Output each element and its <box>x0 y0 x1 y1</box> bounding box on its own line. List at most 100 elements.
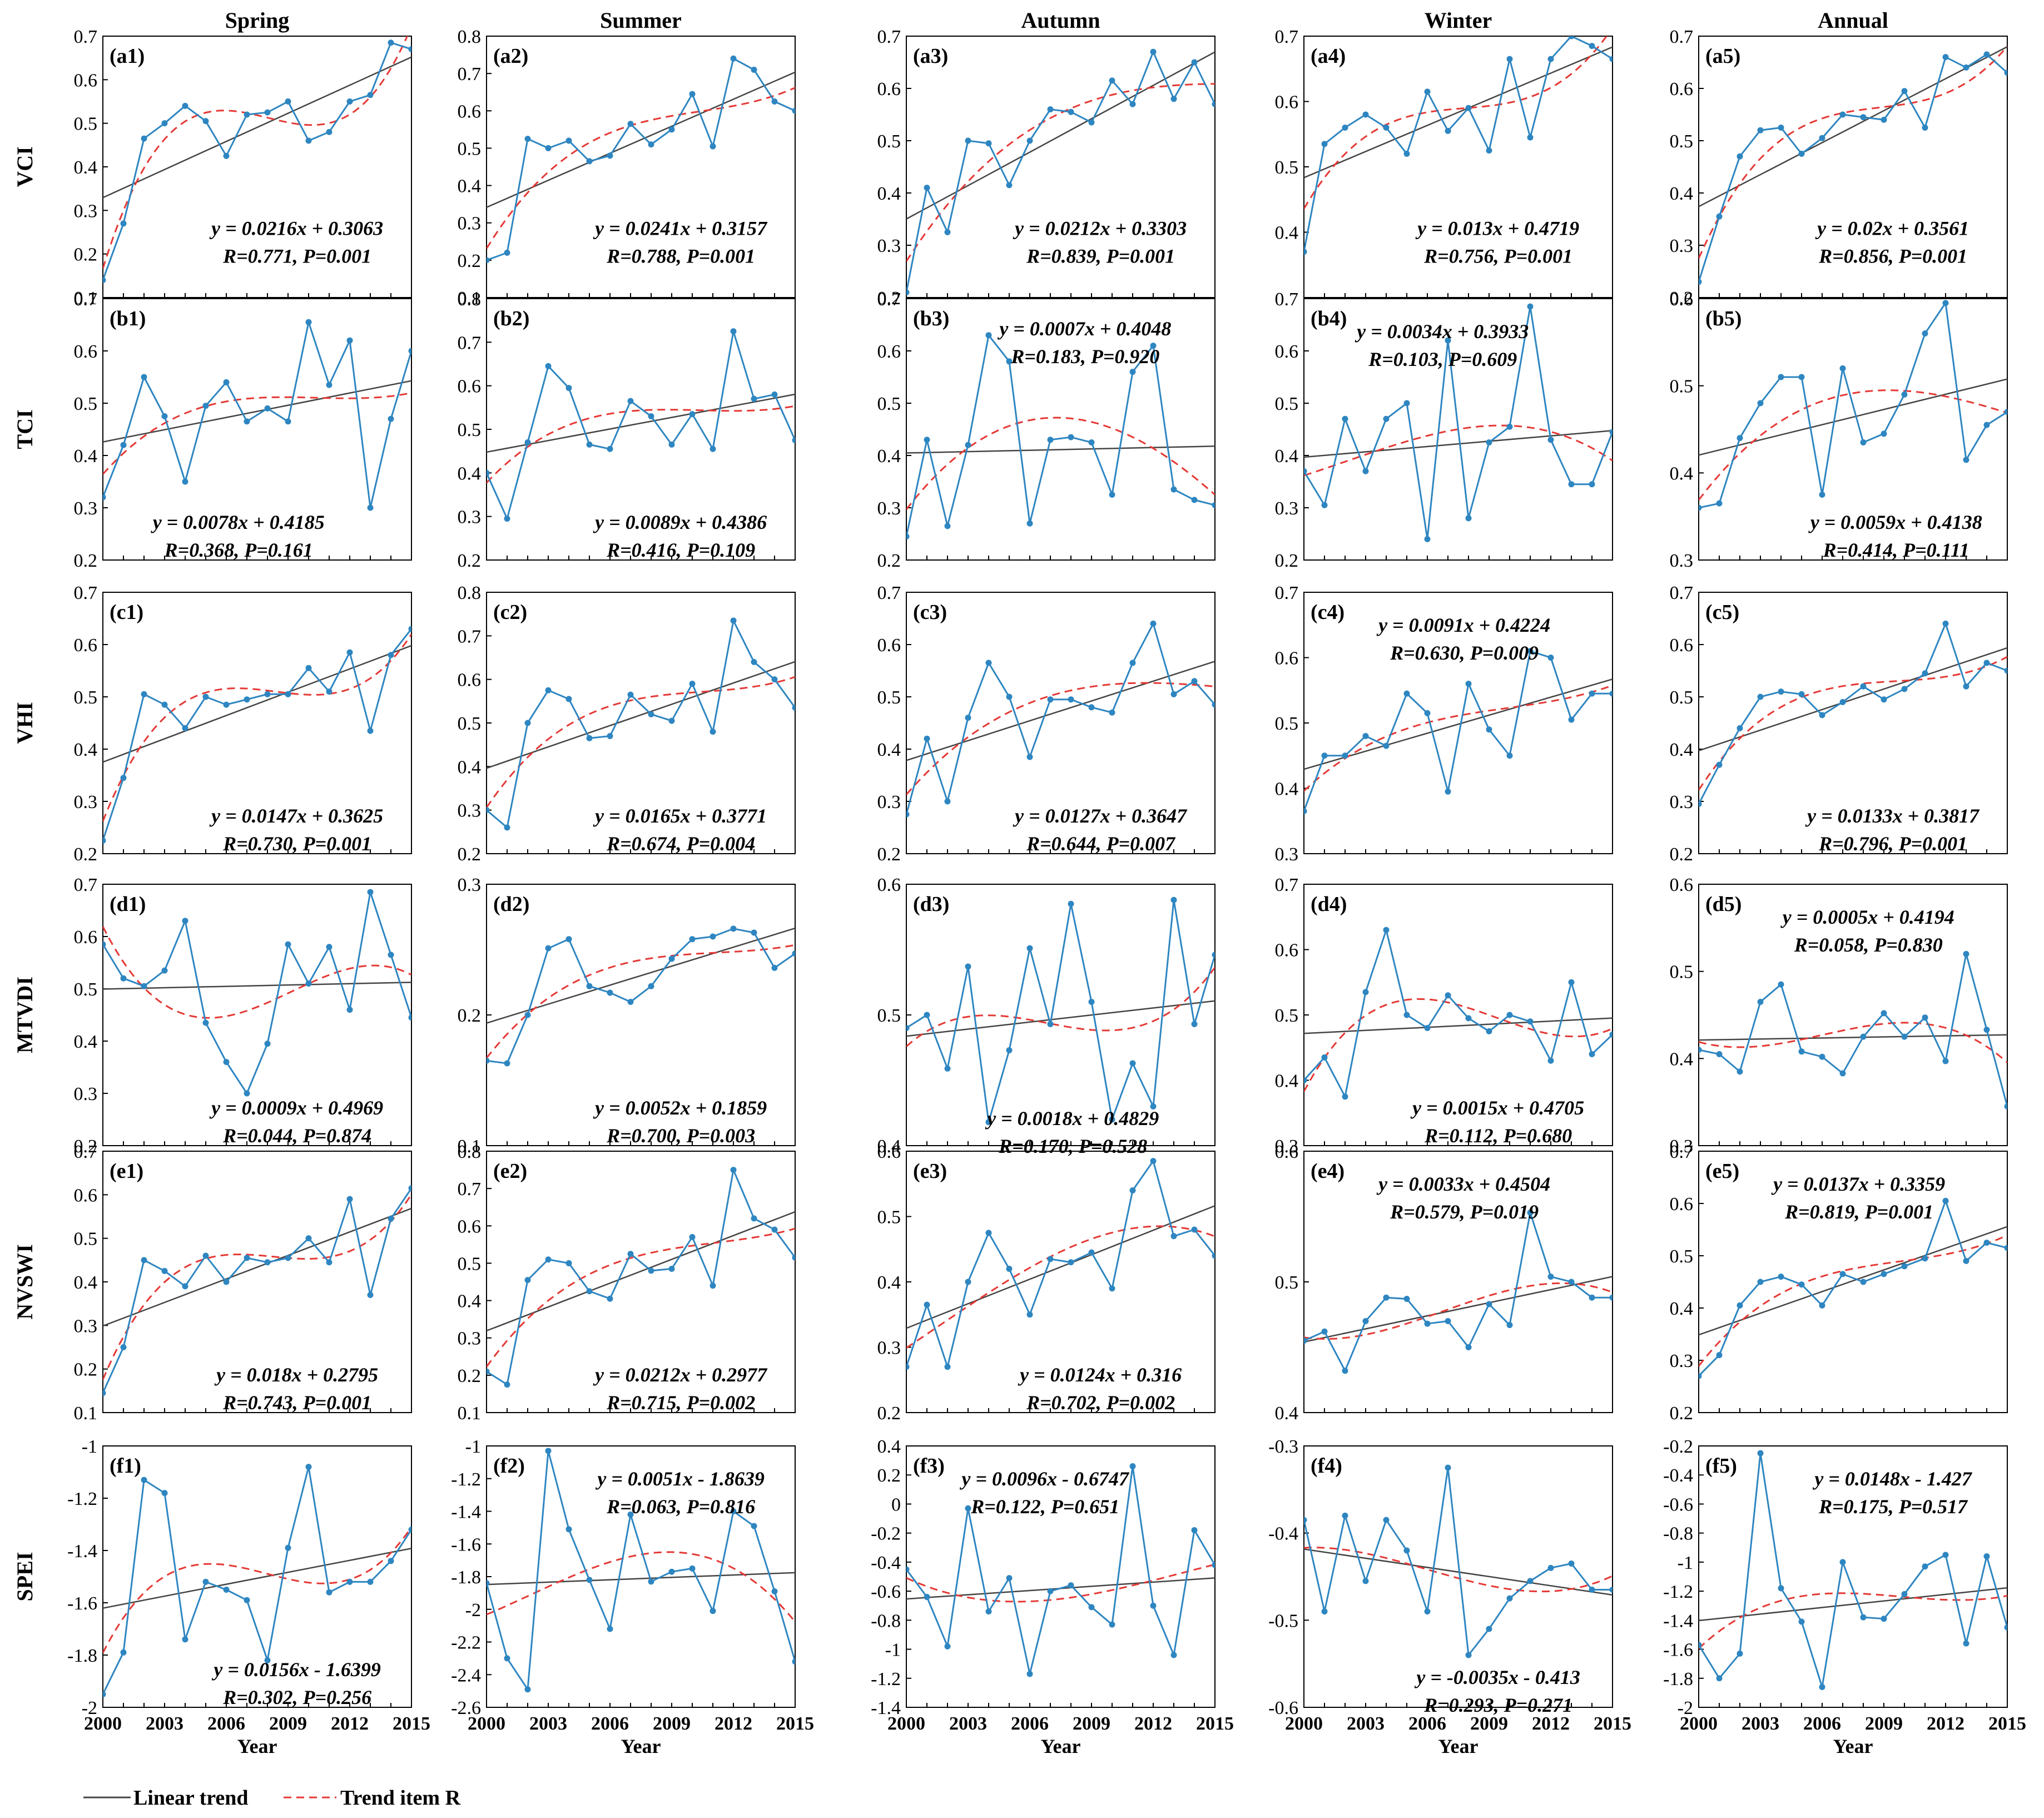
data-point <box>1547 437 1554 443</box>
data-point <box>1983 422 1990 428</box>
data-point <box>367 504 374 511</box>
data-point <box>1068 1259 1074 1266</box>
y-tick-label: -2.6 <box>451 1698 481 1718</box>
y-tick-label: 0.2 <box>1670 1403 1694 1424</box>
data-point <box>1901 88 1908 95</box>
y-tick-label: 0.5 <box>1670 131 1694 152</box>
data-point <box>1321 1608 1328 1615</box>
y-tick-label: 0.4 <box>877 1136 901 1157</box>
data-point <box>710 143 716 150</box>
trend-item-r-curve <box>906 1225 1215 1349</box>
regression-equation: y = 0.013x + 0.4719 <box>1415 217 1579 240</box>
y-tick-label: 0.7 <box>74 1142 98 1162</box>
data-point <box>751 1523 757 1529</box>
y-tick-label: 0.4 <box>458 176 482 197</box>
data-point <box>1527 1578 1534 1584</box>
data-point <box>1778 688 1784 695</box>
column-title-annual: Annual <box>1818 8 1888 33</box>
y-tick-label: -1.6 <box>67 1593 97 1614</box>
y-tick-label: 0.3 <box>1275 1136 1299 1157</box>
data-point <box>1506 1595 1513 1602</box>
plot-frame <box>1698 884 2008 1146</box>
data-point <box>326 944 333 950</box>
data-point <box>710 1608 716 1614</box>
y-tick-label: 0.4 <box>1670 1049 1694 1069</box>
data-point <box>408 1185 411 1192</box>
data-point <box>1983 1240 1990 1246</box>
data-series-line <box>1304 650 1613 812</box>
panel-c3: 0.2 0.3 0.4 0.5 0.6 0.7 (c3) y = 0.0127x + 0.36… <box>877 583 1216 865</box>
data-point <box>1383 927 1390 933</box>
y-tick-label: 0.8 <box>458 289 482 310</box>
data-point <box>924 185 930 191</box>
y-tick-label: 0.7 <box>74 583 98 603</box>
regression-stats: R=0.063, P=0.816 <box>606 1495 755 1518</box>
linear-trend-line <box>1304 1548 1613 1596</box>
y-tick-label: 0.7 <box>1275 27 1299 47</box>
x-axis-label: Year <box>237 1735 277 1757</box>
y-tick-label: 0.6 <box>877 79 901 100</box>
panel-d1: 0.2 0.3 0.4 0.5 0.6 0.7 (d1) y = 0.0009x + 0.49… <box>74 875 412 1157</box>
data-point <box>1963 683 1969 690</box>
data-point <box>751 395 757 402</box>
panel-d3: 0.4 0.5 0.6 (d3) y = 0.0018x + 0.4829 R=0.170… <box>877 875 1216 1157</box>
data-point <box>1527 1209 1534 1216</box>
x-axis-label: Year <box>1438 1735 1479 1757</box>
y-tick-label: 0.5 <box>458 420 482 440</box>
data-point <box>202 693 209 700</box>
y-tick-label: 0.3 <box>877 498 901 519</box>
data-point <box>1922 670 1928 677</box>
plot-area <box>1304 303 1613 542</box>
data-point <box>689 1565 696 1572</box>
panel-label: (d2) <box>493 893 529 916</box>
data-series-line <box>906 899 1215 1123</box>
data-point <box>1486 726 1492 733</box>
data-point <box>2004 1624 2007 1631</box>
data-point <box>1212 701 1215 708</box>
x-tick-label: 2006 <box>591 1713 629 1734</box>
data-point <box>223 1059 230 1066</box>
data-series-line <box>1699 953 2007 1107</box>
row-title-nvswi: NVSWI <box>12 1244 37 1320</box>
linear-trend-line <box>103 1207 411 1327</box>
y-tick-label: -1 <box>465 1436 481 1457</box>
data-point <box>1150 620 1157 627</box>
y-tick-label: -1.8 <box>67 1646 97 1666</box>
data-point <box>545 1256 552 1263</box>
data-point <box>264 1657 271 1663</box>
panel-label: (b5) <box>1705 307 1742 330</box>
linear-trend-line <box>1699 378 2007 456</box>
linear-trend-line <box>1699 1034 2007 1041</box>
y-tick-label: 0.4 <box>1670 463 1694 484</box>
data-series-line <box>906 1159 1215 1370</box>
data-point <box>1609 690 1613 697</box>
panel-c1: 0.2 0.3 0.4 0.5 0.6 0.7 (c1) y = 0.0147x + 0.36… <box>74 583 412 865</box>
y-tick-label: 0.1 <box>458 1403 482 1424</box>
panel-label: (c5) <box>1705 601 1739 624</box>
panel-label: (e4) <box>1311 1160 1345 1183</box>
y-tick-label: 0.4 <box>74 446 98 467</box>
plot-frame <box>1698 1151 2008 1413</box>
data-point <box>648 983 654 989</box>
data-point <box>607 1626 613 1632</box>
data-point <box>1527 1018 1534 1025</box>
data-point <box>103 277 106 284</box>
regression-equation: y = 0.0009x + 0.4969 <box>209 1097 383 1119</box>
x-tick-label: 2009 <box>1073 1713 1110 1734</box>
data-point <box>985 1608 992 1615</box>
data-point <box>1922 1563 1928 1570</box>
data-point <box>1860 1279 1867 1285</box>
data-point <box>1150 1158 1157 1165</box>
data-point <box>1819 1302 1825 1309</box>
data-point <box>730 1167 737 1173</box>
plot-area <box>1304 927 1613 1100</box>
data-point <box>1321 502 1328 508</box>
data-point <box>103 494 106 501</box>
data-point <box>565 936 572 943</box>
regression-stats: R=0.416, P=0.109 <box>606 539 755 561</box>
y-tick-label: 0.7 <box>458 64 482 85</box>
y-tick-label: 0.3 <box>877 792 901 813</box>
y-tick-label: 0.8 <box>458 27 482 47</box>
data-point <box>1191 678 1198 685</box>
data-point <box>1170 1233 1177 1240</box>
